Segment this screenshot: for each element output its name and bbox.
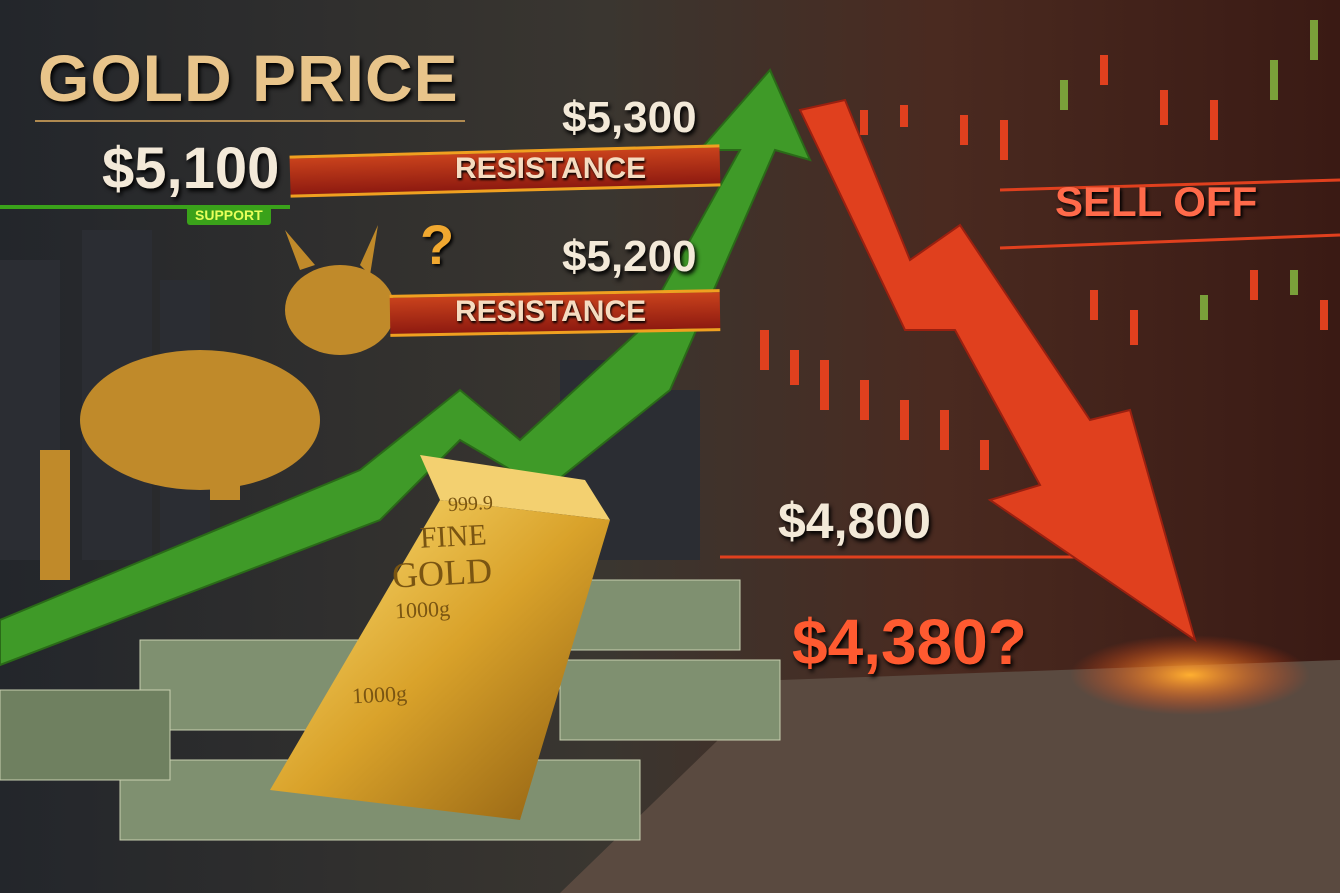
down-arrow bbox=[798, 98, 1197, 643]
target-price: $4,380? bbox=[792, 606, 1027, 678]
fire-explosion bbox=[1070, 635, 1310, 715]
up-arrow bbox=[0, 68, 812, 667]
lower-price: $4,800 bbox=[778, 493, 931, 549]
resistance-1-label: RESISTANCE bbox=[455, 152, 647, 185]
resistance-1-price: $5,300 bbox=[562, 93, 697, 142]
sell-off-line-top bbox=[999, 178, 1340, 192]
support-badge: SUPPORT bbox=[187, 205, 271, 225]
resistance-2-label: RESISTANCE bbox=[455, 295, 647, 328]
support-price: $5,100 bbox=[102, 136, 280, 201]
gold-bar-weight-front: 1000g bbox=[351, 680, 408, 709]
question-mark: ? bbox=[420, 213, 455, 276]
gold-bar-weight-top: 1000g bbox=[394, 595, 451, 624]
gold-bar-purity: 999.9 bbox=[447, 491, 494, 517]
gold-bar bbox=[270, 455, 610, 820]
sell-off-label: SELL OFF bbox=[1055, 178, 1258, 225]
page-title: GOLD PRICE bbox=[38, 41, 459, 115]
gold-bar-gold: GOLD bbox=[391, 550, 493, 596]
resistance-2-price: $5,200 bbox=[562, 232, 697, 281]
title-underline bbox=[35, 120, 465, 122]
candlestick-chart bbox=[760, 20, 1328, 470]
sell-off-line-bottom bbox=[999, 233, 1340, 250]
gold-bull bbox=[40, 225, 395, 580]
